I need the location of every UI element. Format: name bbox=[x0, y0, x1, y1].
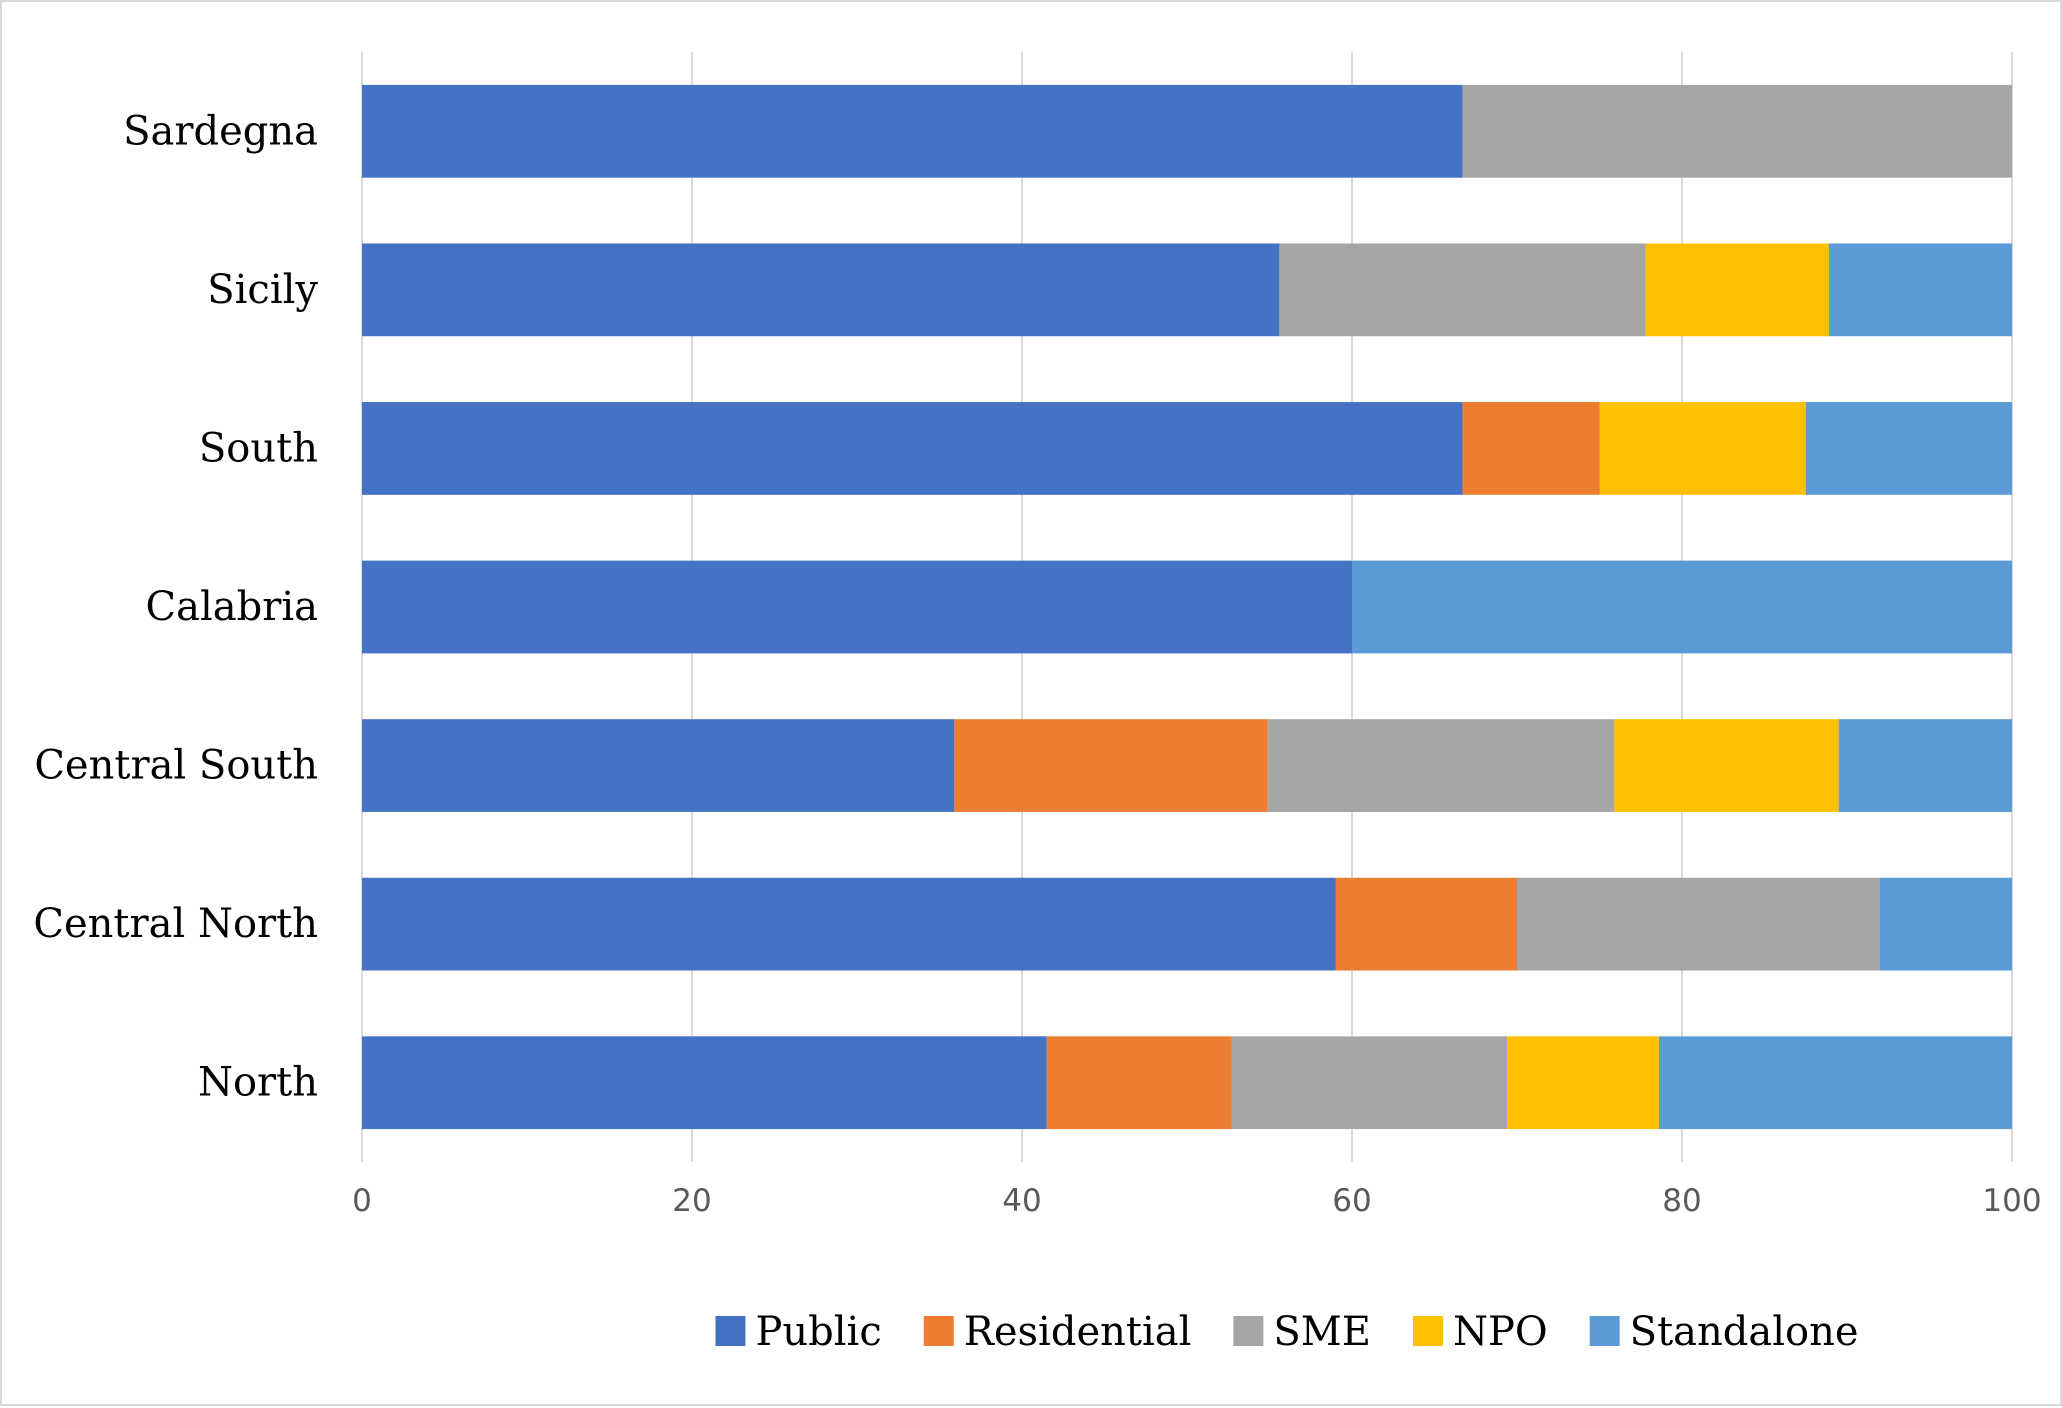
bar-south-residential bbox=[1462, 402, 1600, 495]
x-tick-label-0: 0 bbox=[352, 1183, 372, 1219]
category-label-calabria: Calabria bbox=[146, 584, 318, 630]
bar-sicily-standalone bbox=[1828, 243, 2012, 337]
legend-label-residential: Residential bbox=[964, 1309, 1192, 1355]
category-label-sicily: Sicily bbox=[207, 267, 318, 313]
bar-north-npo bbox=[1507, 1036, 1659, 1130]
bar-south-standalone bbox=[1805, 402, 2012, 495]
category-label-sardegna: Sardegna bbox=[123, 108, 318, 154]
x-tick-label-80: 80 bbox=[1662, 1183, 1701, 1219]
x-tick-label-100: 100 bbox=[1982, 1183, 2041, 1219]
bar-north-public bbox=[362, 1036, 1047, 1130]
x-tick-label-60: 60 bbox=[1332, 1183, 1371, 1219]
legend-label-standalone: Standalone bbox=[1630, 1309, 1859, 1355]
category-label-central-north: Central North bbox=[33, 901, 318, 947]
bar-sardegna-public bbox=[362, 84, 1463, 178]
legend-swatch-public bbox=[715, 1316, 746, 1346]
x-axis-ticks: 0 20 40 60 80 100 bbox=[352, 1183, 2041, 1219]
bar-south-npo bbox=[1599, 402, 1806, 495]
bar-south-public bbox=[362, 402, 1463, 495]
bar-central-north-public bbox=[362, 877, 1336, 971]
bar-central-south-residential bbox=[954, 719, 1268, 812]
x-tick-label-40: 40 bbox=[1002, 1183, 1041, 1219]
bar-central-south-public bbox=[362, 719, 955, 812]
legend-label-sme: SME bbox=[1273, 1309, 1371, 1355]
bar-north-residential bbox=[1046, 1036, 1232, 1130]
bar-central-south-npo bbox=[1614, 719, 1839, 812]
bar-central-north-residential bbox=[1335, 877, 1517, 971]
bar-north-standalone bbox=[1658, 1036, 2012, 1130]
legend-swatch-npo bbox=[1412, 1316, 1443, 1346]
legend-label-npo: NPO bbox=[1453, 1309, 1548, 1355]
legend-swatch-sme bbox=[1233, 1316, 1264, 1346]
bar-central-north-sme bbox=[1517, 877, 1880, 971]
category-labels: Sardegna Sicily South Calabria Central South… bbox=[33, 108, 318, 1105]
category-label-south: South bbox=[199, 425, 318, 471]
bar-central-south-standalone bbox=[1838, 719, 2012, 812]
bar-calabria-public bbox=[362, 560, 1352, 654]
category-label-north: North bbox=[198, 1060, 318, 1106]
bar-central-south-sme bbox=[1267, 719, 1615, 812]
bar-sardegna-sme bbox=[1462, 84, 2012, 178]
legend: Public Residential SME NPO Standalone bbox=[715, 1309, 1859, 1355]
bar-north-sme bbox=[1231, 1036, 1508, 1130]
bar-sicily-sme bbox=[1279, 243, 1646, 337]
bar-sicily-npo bbox=[1645, 243, 1829, 337]
bar-central-north-standalone bbox=[1880, 877, 2012, 971]
legend-label-public: Public bbox=[755, 1309, 881, 1355]
legend-swatch-standalone bbox=[1589, 1316, 1620, 1346]
category-label-central-south: Central South bbox=[34, 743, 318, 789]
legend-swatch-residential bbox=[923, 1316, 954, 1346]
bar-calabria-standalone bbox=[1352, 560, 2012, 654]
bars bbox=[362, 84, 2012, 1130]
x-tick-label-20: 20 bbox=[672, 1183, 711, 1219]
bar-sicily-public bbox=[362, 243, 1280, 337]
